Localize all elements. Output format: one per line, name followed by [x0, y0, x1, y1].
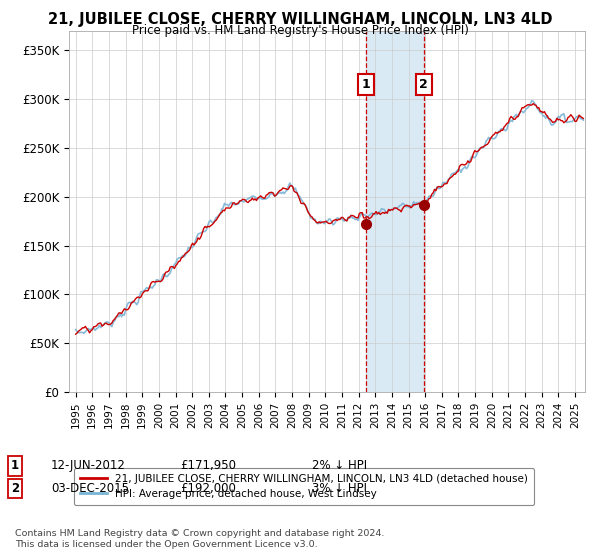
Text: Price paid vs. HM Land Registry's House Price Index (HPI): Price paid vs. HM Land Registry's House … [131, 24, 469, 36]
Text: 12-JUN-2012: 12-JUN-2012 [51, 459, 126, 473]
Text: 3% ↓ HPI: 3% ↓ HPI [312, 482, 367, 495]
Text: 21, JUBILEE CLOSE, CHERRY WILLINGHAM, LINCOLN, LN3 4LD: 21, JUBILEE CLOSE, CHERRY WILLINGHAM, LI… [48, 12, 552, 27]
Text: £171,950: £171,950 [180, 459, 236, 473]
Bar [366, 31, 424, 392]
Text: £192,000: £192,000 [180, 482, 236, 495]
Text: Contains HM Land Registry data © Crown copyright and database right 2024.
This d: Contains HM Land Registry data © Crown c… [15, 529, 385, 549]
Text: 1: 1 [362, 78, 370, 91]
Text: 1: 1 [11, 459, 19, 473]
Text: 2: 2 [419, 78, 428, 91]
Text: 2% ↓ HPI: 2% ↓ HPI [312, 459, 367, 473]
Text: 03-DEC-2015: 03-DEC-2015 [51, 482, 129, 495]
Legend: 21, JUBILEE CLOSE, CHERRY WILLINGHAM, LINCOLN, LN3 4LD (detached house), HPI: Av: 21, JUBILEE CLOSE, CHERRY WILLINGHAM, LI… [74, 468, 534, 505]
Text: 2: 2 [11, 482, 19, 495]
